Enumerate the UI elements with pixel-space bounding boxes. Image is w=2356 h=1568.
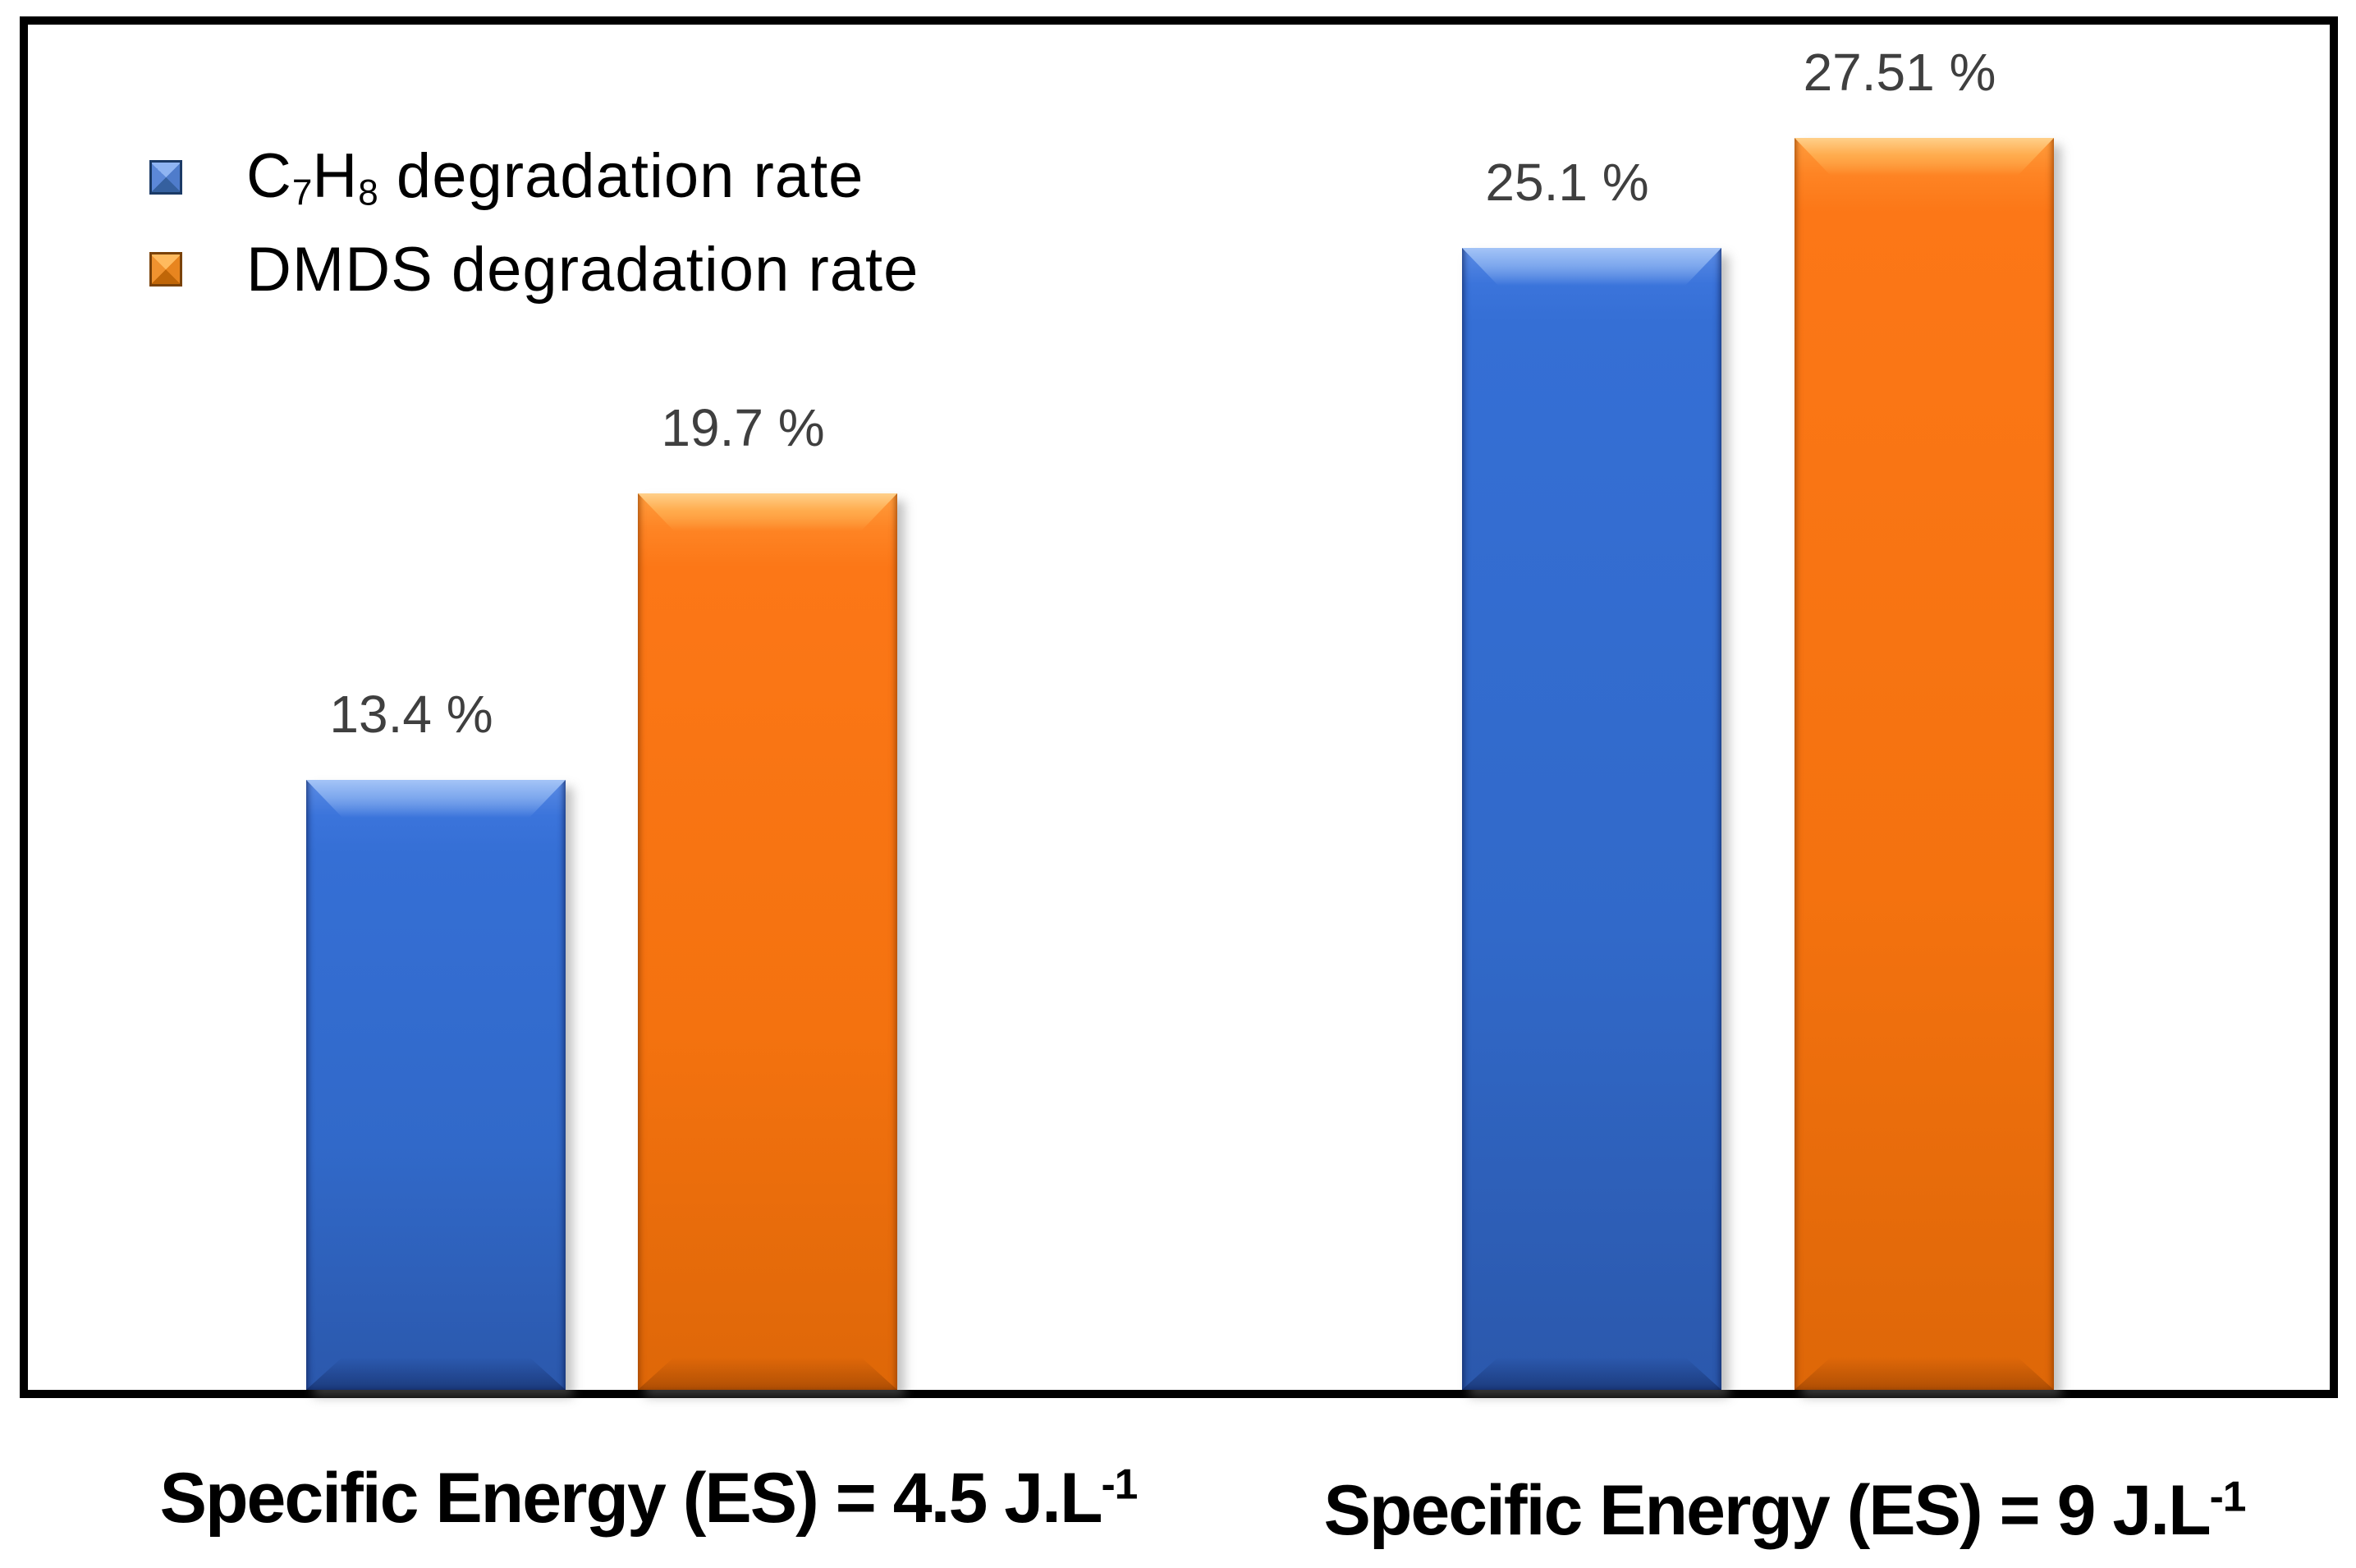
data-label-dmds-es4p5: 19.7 % <box>661 398 825 457</box>
bar-c7h8-es4p5 <box>306 780 566 1390</box>
x-axis-label-es4p5-text: Specific Energy (ES) = 4.5 J.L <box>159 1459 1103 1538</box>
legend-label-c7h8: C7H8 degradation rate <box>246 140 864 214</box>
legend-label-dmds: DMDS degradation rate <box>246 234 919 305</box>
legend-item-c7h8: C7H8 degradation rate <box>149 131 919 223</box>
x-axis-label-es9-text: Specific Energy (ES) = 9 J.L <box>1323 1471 2211 1550</box>
bar-dmds-es4p5 <box>638 493 897 1390</box>
formula-c: C <box>246 141 292 212</box>
plot-area: C7H8 degradation rate DMDS degradation r… <box>28 25 2330 1390</box>
legend-marker-dmds-icon <box>149 252 182 287</box>
x-axis-label-es9-exponent: -1 <box>2209 1472 2247 1520</box>
legend-marker-c7h8-icon <box>149 160 182 195</box>
x-axis-label-es9: Specific Energy (ES) = 9 J.L-1 <box>1210 1472 2356 1550</box>
bar-group-c7h8-es9: 25.1 % <box>1462 156 1721 1390</box>
data-label-dmds-es9: 27.51 % <box>1803 43 1996 102</box>
x-axis-label-es4p5: Specific Energy (ES) = 4.5 J.L-1 <box>74 1460 1223 1538</box>
legend-item-dmds: DMDS degradation rate <box>149 223 919 315</box>
bar-group-dmds-es9: 27.51 % <box>1795 46 2054 1390</box>
formula-sub-7: 7 <box>291 172 313 213</box>
data-label-c7h8-es9: 25.1 % <box>1485 153 1649 212</box>
bar-dmds-es9 <box>1795 138 2054 1390</box>
data-label-c7h8-es4p5: 13.4 % <box>329 685 493 744</box>
formula-h: H <box>312 141 359 212</box>
formula-sub-8: 8 <box>358 172 378 213</box>
bar-c7h8-es9 <box>1462 248 1721 1390</box>
bar-group-c7h8-es4p5: 13.4 % <box>306 688 566 1390</box>
bar-group-dmds-es4p5: 19.7 % <box>638 401 897 1390</box>
legend: C7H8 degradation rate DMDS degradation r… <box>149 131 919 315</box>
chart-frame: C7H8 degradation rate DMDS degradation r… <box>20 16 2338 1398</box>
x-axis-label-es4p5-exponent: -1 <box>1101 1460 1138 1508</box>
legend-label-rest: degradation rate <box>378 141 864 212</box>
